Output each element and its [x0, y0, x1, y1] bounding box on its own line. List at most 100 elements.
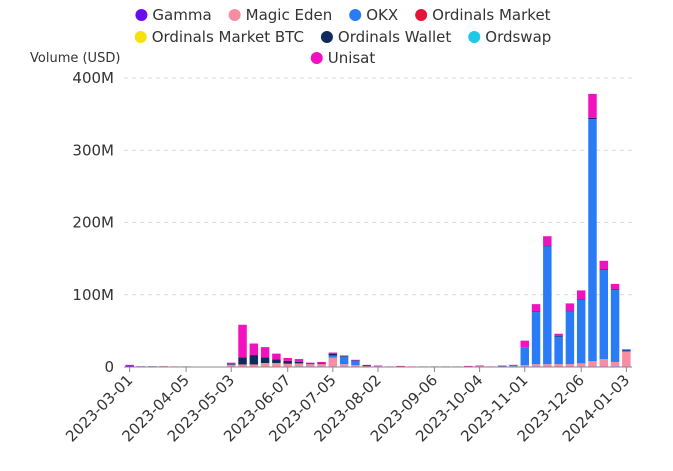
- y-tick-label: 0: [104, 358, 114, 376]
- bar-segment: [622, 350, 631, 352]
- bar-segment: [306, 363, 315, 365]
- bar-segment: [543, 236, 552, 246]
- bar-segment: [272, 359, 281, 364]
- bar-segment: [554, 364, 563, 367]
- bar-segment: [249, 355, 259, 365]
- bar-segment: [351, 360, 360, 366]
- legend-marker: [415, 9, 428, 21]
- legend-marker: [320, 31, 333, 43]
- bar-segment: [260, 347, 270, 358]
- bar-segment: [339, 364, 349, 367]
- bar-segment: [531, 311, 541, 313]
- bar-segment: [531, 364, 541, 367]
- bar-segment: [328, 355, 338, 358]
- bar-segment: [227, 362, 236, 365]
- bar-segment: [509, 364, 518, 366]
- legend-item: Ordswap: [468, 28, 551, 46]
- bar-segment: [317, 364, 326, 367]
- bar-segment: [272, 363, 281, 367]
- legend-item: OKX: [349, 6, 398, 24]
- bar-segment: [531, 312, 541, 365]
- bar-segment: [373, 365, 383, 367]
- bar-segment: [588, 119, 597, 362]
- bar-segment: [554, 333, 563, 336]
- bar-segment: [328, 357, 338, 367]
- bar-segment: [238, 364, 247, 367]
- legend-item: Ordinals Market BTC: [134, 28, 304, 46]
- legend-label: Unisat: [328, 49, 376, 67]
- bar-segment: [497, 365, 507, 367]
- bar-segment: [475, 365, 484, 367]
- bar-segment: [294, 361, 304, 364]
- legend-marker: [310, 52, 323, 64]
- y-tick-label: 100M: [72, 286, 114, 304]
- bar-segment: [565, 310, 575, 312]
- bar-segment: [294, 363, 304, 367]
- bar-segment: [610, 288, 620, 290]
- legend-item: Gamma: [135, 6, 212, 24]
- bar-segment: [622, 350, 631, 351]
- bar-segment: [272, 353, 281, 360]
- y-tick-label: 200M: [72, 214, 114, 232]
- bar-segment: [610, 361, 620, 367]
- legend-marker: [349, 9, 362, 21]
- bar-segment: [531, 304, 541, 312]
- bar-segment: [351, 359, 360, 361]
- bar-segment: [260, 363, 270, 367]
- bar-segment: [464, 365, 473, 367]
- bar-segment: [351, 360, 360, 361]
- bar-segment: [610, 289, 620, 362]
- legend-label: Ordswap: [485, 28, 551, 46]
- bar-segment: [576, 299, 586, 300]
- bar-segment: [554, 335, 563, 337]
- bar-segment: [249, 343, 259, 356]
- bar-segment: [294, 359, 304, 362]
- y-tick-label: 400M: [72, 69, 114, 87]
- bars: [125, 93, 631, 368]
- bar-segment: [610, 283, 620, 289]
- bar-segment: [328, 352, 338, 354]
- bar-segment: [520, 365, 529, 367]
- legend-marker: [228, 9, 241, 21]
- bar-segment: [576, 363, 586, 367]
- y-tick-label: 300M: [72, 141, 114, 159]
- y-axis-ticks: 0 100M 200M 300M 400M: [72, 69, 114, 376]
- bar-segment: [543, 245, 552, 247]
- bar-segment: [543, 364, 552, 367]
- bar-segment: [339, 355, 349, 357]
- bar-segment: [588, 117, 597, 120]
- bar-segment: [125, 364, 134, 366]
- legend-label: Magic Eden: [246, 6, 333, 24]
- bar-segment: [260, 357, 270, 364]
- legend-item: Ordinals Wallet: [320, 28, 451, 46]
- bar-segment: [317, 361, 326, 364]
- bar-segment: [565, 364, 575, 367]
- legend-item: Unisat: [310, 49, 376, 67]
- bar-segment: [306, 362, 315, 364]
- legend-item: Magic Eden: [228, 6, 333, 24]
- bar-segment: [599, 359, 609, 367]
- bar-segment: [283, 360, 292, 364]
- bar-segment: [565, 303, 575, 311]
- legend-label: OKX: [366, 6, 398, 24]
- legend-label: Ordinals Market BTC: [152, 28, 304, 46]
- legend-marker: [134, 31, 147, 43]
- bar-segment: [362, 364, 371, 366]
- bar-segment: [396, 365, 405, 367]
- bar-segment: [576, 290, 586, 300]
- legend-marker: [468, 31, 481, 43]
- bar-segment: [622, 351, 631, 367]
- bar-segment: [339, 356, 349, 357]
- legend-label: Gamma: [152, 6, 211, 24]
- bar-segment: [283, 363, 292, 367]
- bar-segment: [520, 340, 529, 348]
- bar-segment: [622, 349, 631, 351]
- bar-segment: [328, 353, 338, 356]
- bar-segment: [249, 364, 259, 367]
- bar-segment: [238, 324, 247, 358]
- bar-segment: [520, 347, 529, 366]
- legend-label: Ordinals Market: [432, 6, 551, 24]
- bar-segment: [599, 260, 609, 270]
- x-axis-ticks: 2023-03-012023-04-052023-05-032023-06-07…: [62, 367, 633, 445]
